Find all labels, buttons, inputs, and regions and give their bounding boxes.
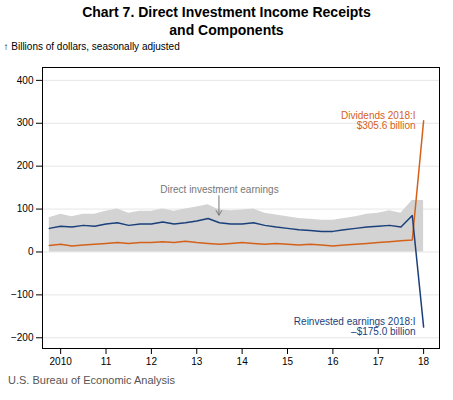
svg-text:Direct investment earnings: Direct investment earnings [160, 184, 278, 195]
svg-text:200: 200 [17, 160, 34, 171]
svg-text:18: 18 [418, 356, 430, 367]
svg-text:−100: −100 [11, 289, 34, 300]
svg-text:Dividends 2018:I$305.6 billion: Dividends 2018:I$305.6 billion [341, 110, 416, 131]
svg-text:300: 300 [17, 117, 34, 128]
svg-text:0: 0 [28, 246, 34, 257]
svg-text:400: 400 [17, 75, 34, 86]
svg-text:13: 13 [191, 356, 203, 367]
svg-text:16: 16 [327, 356, 339, 367]
svg-text:14: 14 [237, 356, 249, 367]
svg-text:100: 100 [17, 203, 34, 214]
svg-text:2010: 2010 [50, 356, 73, 367]
svg-text:↑ Billions of dollars, seasona: ↑ Billions of dollars, seasonally adjust… [4, 41, 180, 52]
svg-text:Reinvested earnings 2018:I–$17: Reinvested earnings 2018:I–$175.0 billio… [294, 316, 416, 337]
html-text:Chart 7. Direct Investment Inc: Chart 7. Direct Investment Income Receip… [82, 4, 371, 38]
svg-text:11: 11 [101, 356, 112, 367]
svg-text:−200: −200 [11, 332, 34, 343]
svg-text:12: 12 [146, 356, 158, 367]
svg-text:15: 15 [282, 356, 294, 367]
html-text:U.S. Bureau of Economic Analys: U.S. Bureau of Economic Analysis [8, 374, 175, 386]
svg-text:17: 17 [373, 356, 385, 367]
